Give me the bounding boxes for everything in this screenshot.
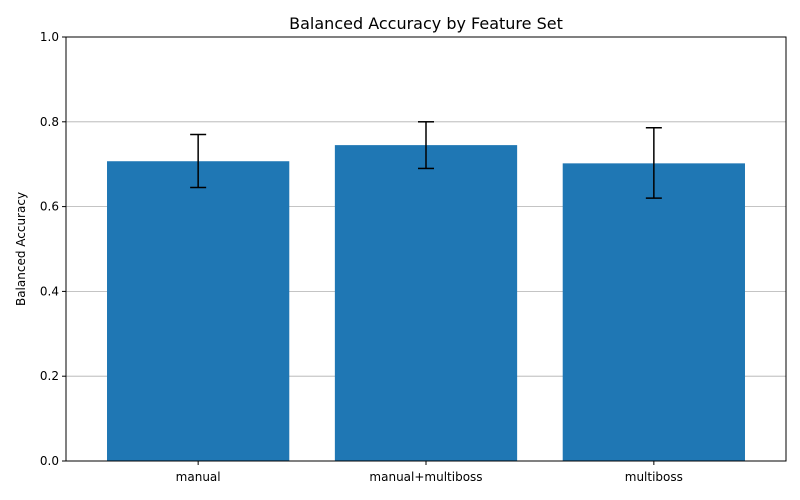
y-tick-label: 0.0	[40, 454, 59, 468]
bars	[107, 145, 745, 462]
y-tick-label: 1.0	[40, 30, 59, 44]
y-tick-label: 0.8	[40, 115, 59, 129]
chart-title: Balanced Accuracy by Feature Set	[289, 14, 563, 33]
bar-multiboss	[562, 163, 745, 462]
y-axis-ticks: 0.0 0.2 0.4 0.6 0.8 1.0	[40, 30, 66, 468]
x-axis-ticks: manual manual+multiboss multiboss	[176, 461, 683, 484]
y-axis-label: Balanced Accuracy	[14, 192, 28, 306]
y-tick-label: 0.6	[40, 200, 59, 214]
error-bars	[190, 121, 662, 199]
bar-manual+multiboss	[334, 145, 518, 461]
x-tick-label: manual+multiboss	[369, 470, 482, 484]
x-tick-label: manual	[176, 470, 221, 484]
y-tick-label: 0.4	[40, 284, 59, 298]
bar-manual	[107, 161, 290, 461]
x-tick-label: multiboss	[625, 470, 683, 484]
y-tick-label: 0.2	[40, 369, 59, 383]
